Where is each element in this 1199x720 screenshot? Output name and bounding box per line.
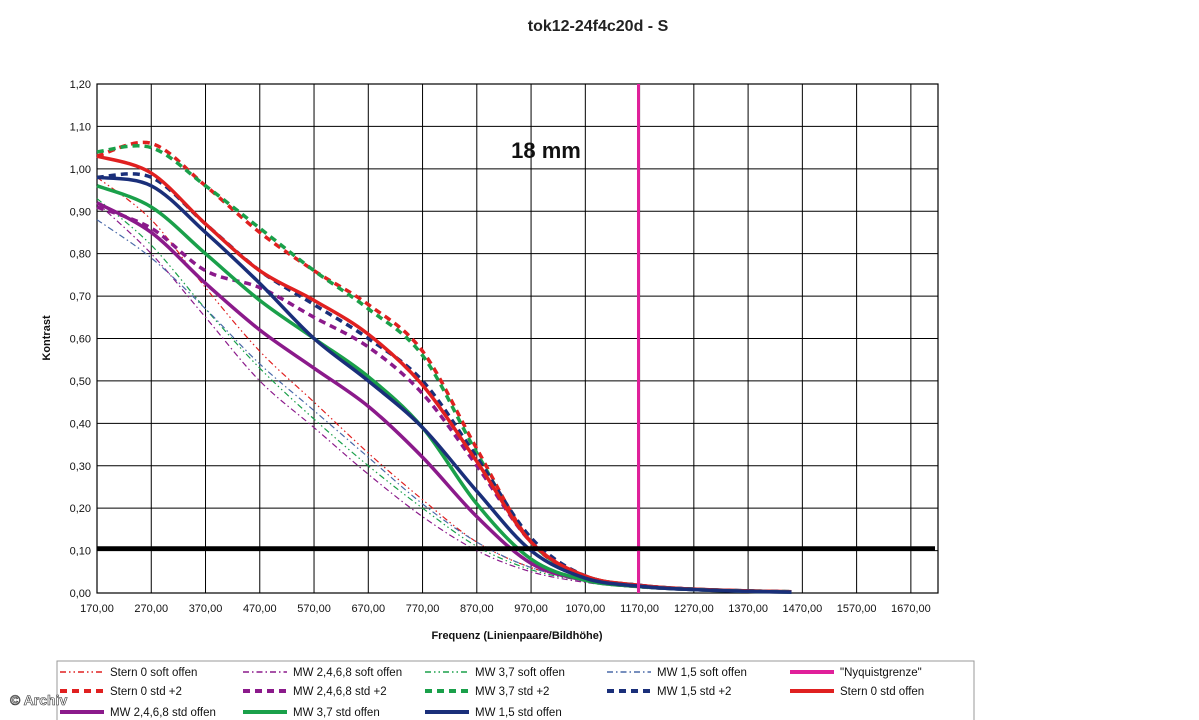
x-tick-label: 270,00	[134, 603, 168, 615]
y-tick-labels: 0,00 0,10 0,20 0,30 0,40 0,50 0,60 0,70 0,80 0,90…	[70, 79, 91, 600]
y-tick-label: 0,90	[70, 206, 91, 218]
x-tick-label: 970,00	[514, 603, 548, 615]
x-tick-label: 170,00	[80, 603, 114, 615]
x-tick-label: 1070,00	[565, 603, 605, 615]
legend-entry: MW 1,5 soft offen	[657, 667, 747, 679]
x-tick-label: 1270,00	[674, 603, 714, 615]
x-tick-label: 570,00	[297, 603, 331, 615]
y-tick-label: 0,40	[70, 418, 91, 430]
series-line-mw-1-5-std-offen	[96, 175, 792, 594]
y-axis-label: Kontrast	[41, 315, 53, 361]
legend-entry: MW 2,4,6,8 soft offen	[293, 667, 402, 679]
legend-entry: MW 3,7 soft offen	[475, 667, 565, 679]
y-tick-label: 0,70	[70, 291, 91, 303]
legend-entry: Stern 0 soft offen	[110, 667, 197, 679]
y-tick-label: 0,50	[70, 376, 91, 388]
x-tick-label: 1570,00	[837, 603, 877, 615]
legend-entry: "Nyquistgrenze"	[840, 667, 922, 679]
legend-entry: MW 1,5 std +2	[657, 686, 731, 698]
x-tick-label: 870,00	[460, 603, 494, 615]
x-tick-label: 770,00	[406, 603, 440, 615]
y-tick-label: 1,00	[70, 164, 91, 176]
x-axis-label: Frequenz (Linienpaare/Bildhöhe)	[431, 630, 602, 642]
y-tick-label: 0,00	[70, 588, 91, 600]
x-tick-label: 470,00	[243, 603, 277, 615]
x-tick-label: 370,00	[189, 603, 223, 615]
legend-entry: MW 1,5 std offen	[475, 707, 562, 719]
chart-title: tok12-24f4c20d - S	[528, 18, 669, 35]
x-tick-label: 1470,00	[782, 603, 822, 615]
series-lines	[96, 140, 792, 594]
series-line-stern-0-std-2	[96, 140, 792, 594]
x-tick-label: 1670,00	[891, 603, 931, 615]
x-tick-labels: 170,00 270,00 370,00 470,00 570,00 670,00 770,…	[80, 603, 931, 615]
y-tick-label: 0,20	[70, 503, 91, 515]
reference-lines	[97, 84, 935, 593]
legend-entry: MW 3,7 std +2	[475, 686, 549, 698]
focal-length-annotation: 18 mm	[511, 138, 581, 163]
y-tick-label: 0,80	[70, 249, 91, 261]
x-tick-label: 1370,00	[728, 603, 768, 615]
watermark: © Archiv	[10, 692, 67, 708]
y-tick-label: 0,30	[70, 461, 91, 473]
legend-entry: Stern 0 std +2	[110, 686, 182, 698]
x-tick-label: 670,00	[351, 603, 385, 615]
legend: Stern 0 soft offen MW 2,4,6,8 soft offen M…	[56, 660, 975, 720]
x-tick-label: 1170,00	[620, 603, 659, 615]
legend-entry: MW 2,4,6,8 std offen	[110, 707, 216, 719]
y-tick-label: 1,10	[70, 121, 91, 133]
y-tick-label: 0,10	[70, 546, 91, 558]
legend-entry: Stern 0 std offen	[840, 686, 924, 698]
legend-entry: MW 2,4,6,8 std +2	[293, 686, 387, 698]
y-tick-label: 0,60	[70, 334, 91, 346]
y-tick-label: 1,20	[70, 79, 91, 91]
legend-entry: MW 3,7 std offen	[293, 707, 380, 719]
